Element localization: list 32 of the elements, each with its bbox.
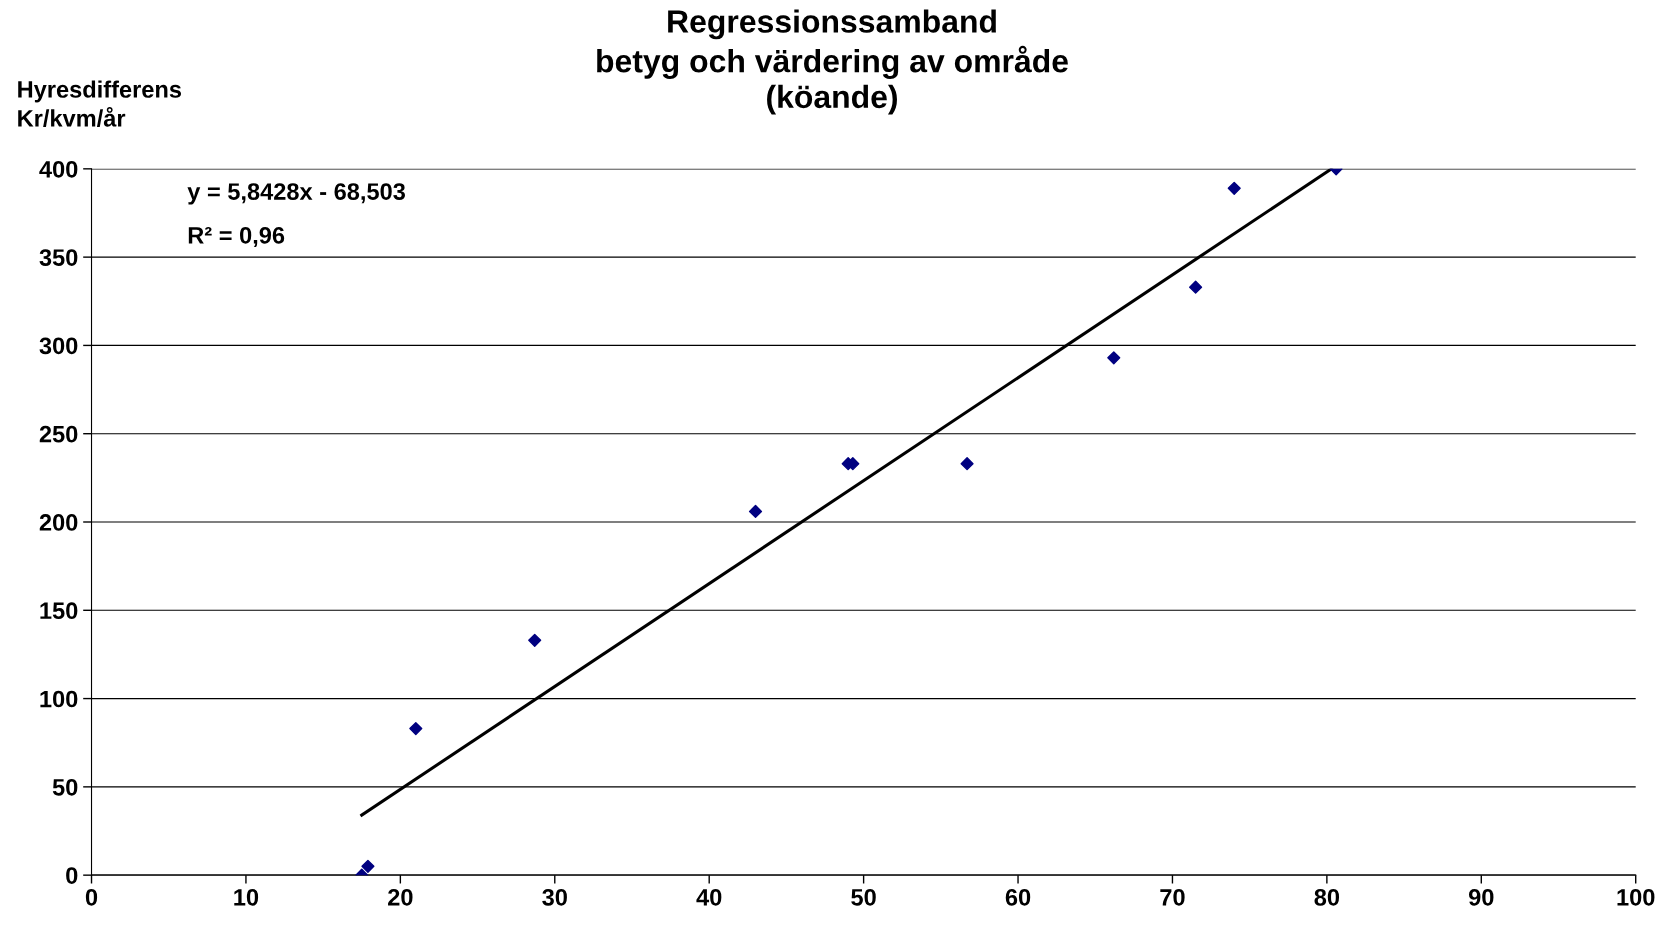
x-tick-label: 30 [542,888,567,906]
y-tick-label: 100 [40,690,78,708]
point [409,722,423,736]
point [960,457,974,471]
x-tick-label: 40 [696,888,722,906]
x-tick-label: 20 [388,888,413,906]
y-tick-label: 50 [52,778,78,796]
y-tick-label: 400 [39,160,78,178]
x-tick-label: 100 [1617,888,1655,906]
x-tick-label: 10 [234,888,259,906]
point [748,504,763,518]
y-tick-label: 300 [39,337,78,355]
x-tick-label: 80 [1314,888,1340,906]
annotation: y = 5,8428x - 68,503 [187,183,405,205]
x-tick-label: 90 [1468,888,1494,906]
x-tick-label: 60 [1005,888,1031,906]
y-tick-label: 0 [66,867,78,884]
x-tick-label: 50 [851,888,876,906]
point [528,633,542,647]
y-tick-label: 150 [40,602,78,620]
point [1107,351,1121,365]
point [361,859,375,873]
x-tick-label: 70 [1160,888,1185,906]
y-tick-label: 350 [39,249,78,266]
annotation: R² = 0,96 [188,226,285,248]
x-tick-label: 0 [85,888,98,906]
point [1189,280,1203,294]
y-tick-label: 200 [39,514,78,531]
chart-title: Regressionssamband betyg och värdering av område (köande) [597,9,1068,115]
y-axis-title: Hyresdifferens Kr/kvm/år [18,80,182,127]
y-tick-label: 250 [39,425,78,443]
point [1227,181,1241,195]
